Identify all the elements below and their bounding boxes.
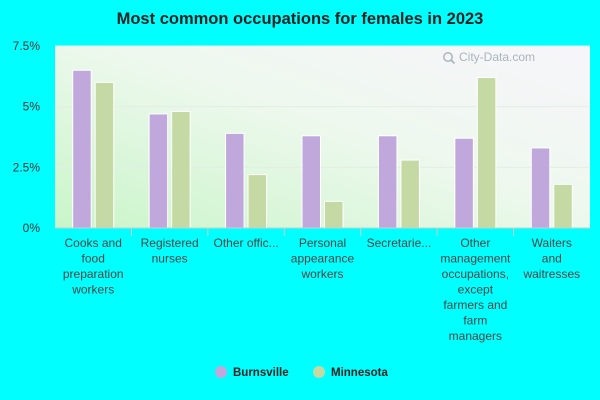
legend: Burnsville Minnesota <box>215 366 388 379</box>
bar-burnsville-5 <box>454 137 474 229</box>
x-category-label-line: managers <box>449 329 502 343</box>
legend-swatch-minnesota <box>313 366 325 378</box>
search-icon <box>443 52 456 65</box>
y-tick-label: 7.5% <box>13 39 41 53</box>
x-category-label-line: waitresses <box>522 267 580 281</box>
x-category-label-line: Other <box>460 236 490 250</box>
x-category-label-line: and <box>542 252 562 266</box>
chart-title: Most common occupations for females in 2… <box>117 10 484 28</box>
x-category-label: Other offic... <box>214 236 279 250</box>
x-category-label-line: Secretarie... <box>367 236 432 250</box>
bar-minnesota-3 <box>324 200 344 229</box>
legend-label-minnesota: Minnesota <box>331 367 388 379</box>
x-category-label: Waiters and waitresses <box>522 236 580 281</box>
y-tick-label: 5% <box>23 100 41 114</box>
x-category-label-line: Waiters <box>532 236 572 250</box>
x-category-label-line: Personal <box>299 236 346 250</box>
x-category-label-line: workers <box>71 283 114 297</box>
legend-swatch-burnsville <box>215 366 227 378</box>
x-category-label-line: preparation <box>63 267 124 281</box>
x-category-label-line: farmers and <box>443 298 507 312</box>
x-category-label-line: Cooks and <box>65 236 122 250</box>
y-tick-label: 0% <box>23 221 41 235</box>
x-category-label: Other management occupations, except farmers… <box>440 236 511 343</box>
bars <box>72 69 573 236</box>
bar-minnesota-5 <box>476 77 497 229</box>
bar-burnsville-2 <box>225 132 245 229</box>
x-category-label-line: food <box>82 252 105 266</box>
x-category-label: Personal appearance workers <box>291 236 355 281</box>
bar-minnesota-1 <box>171 111 191 229</box>
bar-burnsville-4 <box>377 135 398 229</box>
y-axis-ticks: 0% 2.5% 5% 7.5% <box>13 39 41 235</box>
x-category-label-line: management <box>440 252 511 266</box>
bar-minnesota-4 <box>400 159 420 229</box>
x-category-label: Registered nurses <box>141 236 199 266</box>
bar-minnesota-6 <box>553 183 573 229</box>
x-category-label: Cooks and food preparation workers <box>63 236 124 297</box>
x-category-label-line: farm <box>463 314 487 328</box>
watermark-text: City-Data.com <box>459 50 535 64</box>
bar-burnsville-6 <box>530 147 551 229</box>
watermark: City-Data.com <box>443 50 535 65</box>
bar-burnsville-1 <box>148 113 169 229</box>
y-tick-label: 2.5% <box>13 160 41 174</box>
bar-burnsville-0 <box>72 69 92 229</box>
x-category-label-line: appearance <box>291 252 355 266</box>
legend-label-burnsville: Burnsville <box>233 367 289 379</box>
bar-burnsville-3 <box>301 135 321 229</box>
x-axis-labels: Cooks and food preparation workers Registere… <box>63 236 580 343</box>
x-category-label-line: occupations, <box>442 267 509 281</box>
x-category-label-line: Other offic... <box>214 236 279 250</box>
gridlines <box>55 45 590 168</box>
bar-minnesota-0 <box>94 81 115 229</box>
x-category-label-line: workers <box>300 267 343 281</box>
x-category-label-line: nurses <box>152 252 188 266</box>
x-category-label-line: Registered <box>141 236 199 250</box>
x-category-label: Secretarie... <box>367 236 432 250</box>
plot-area <box>55 46 590 228</box>
bar-minnesota-2 <box>247 174 268 229</box>
x-category-label-line: except <box>458 283 494 297</box>
